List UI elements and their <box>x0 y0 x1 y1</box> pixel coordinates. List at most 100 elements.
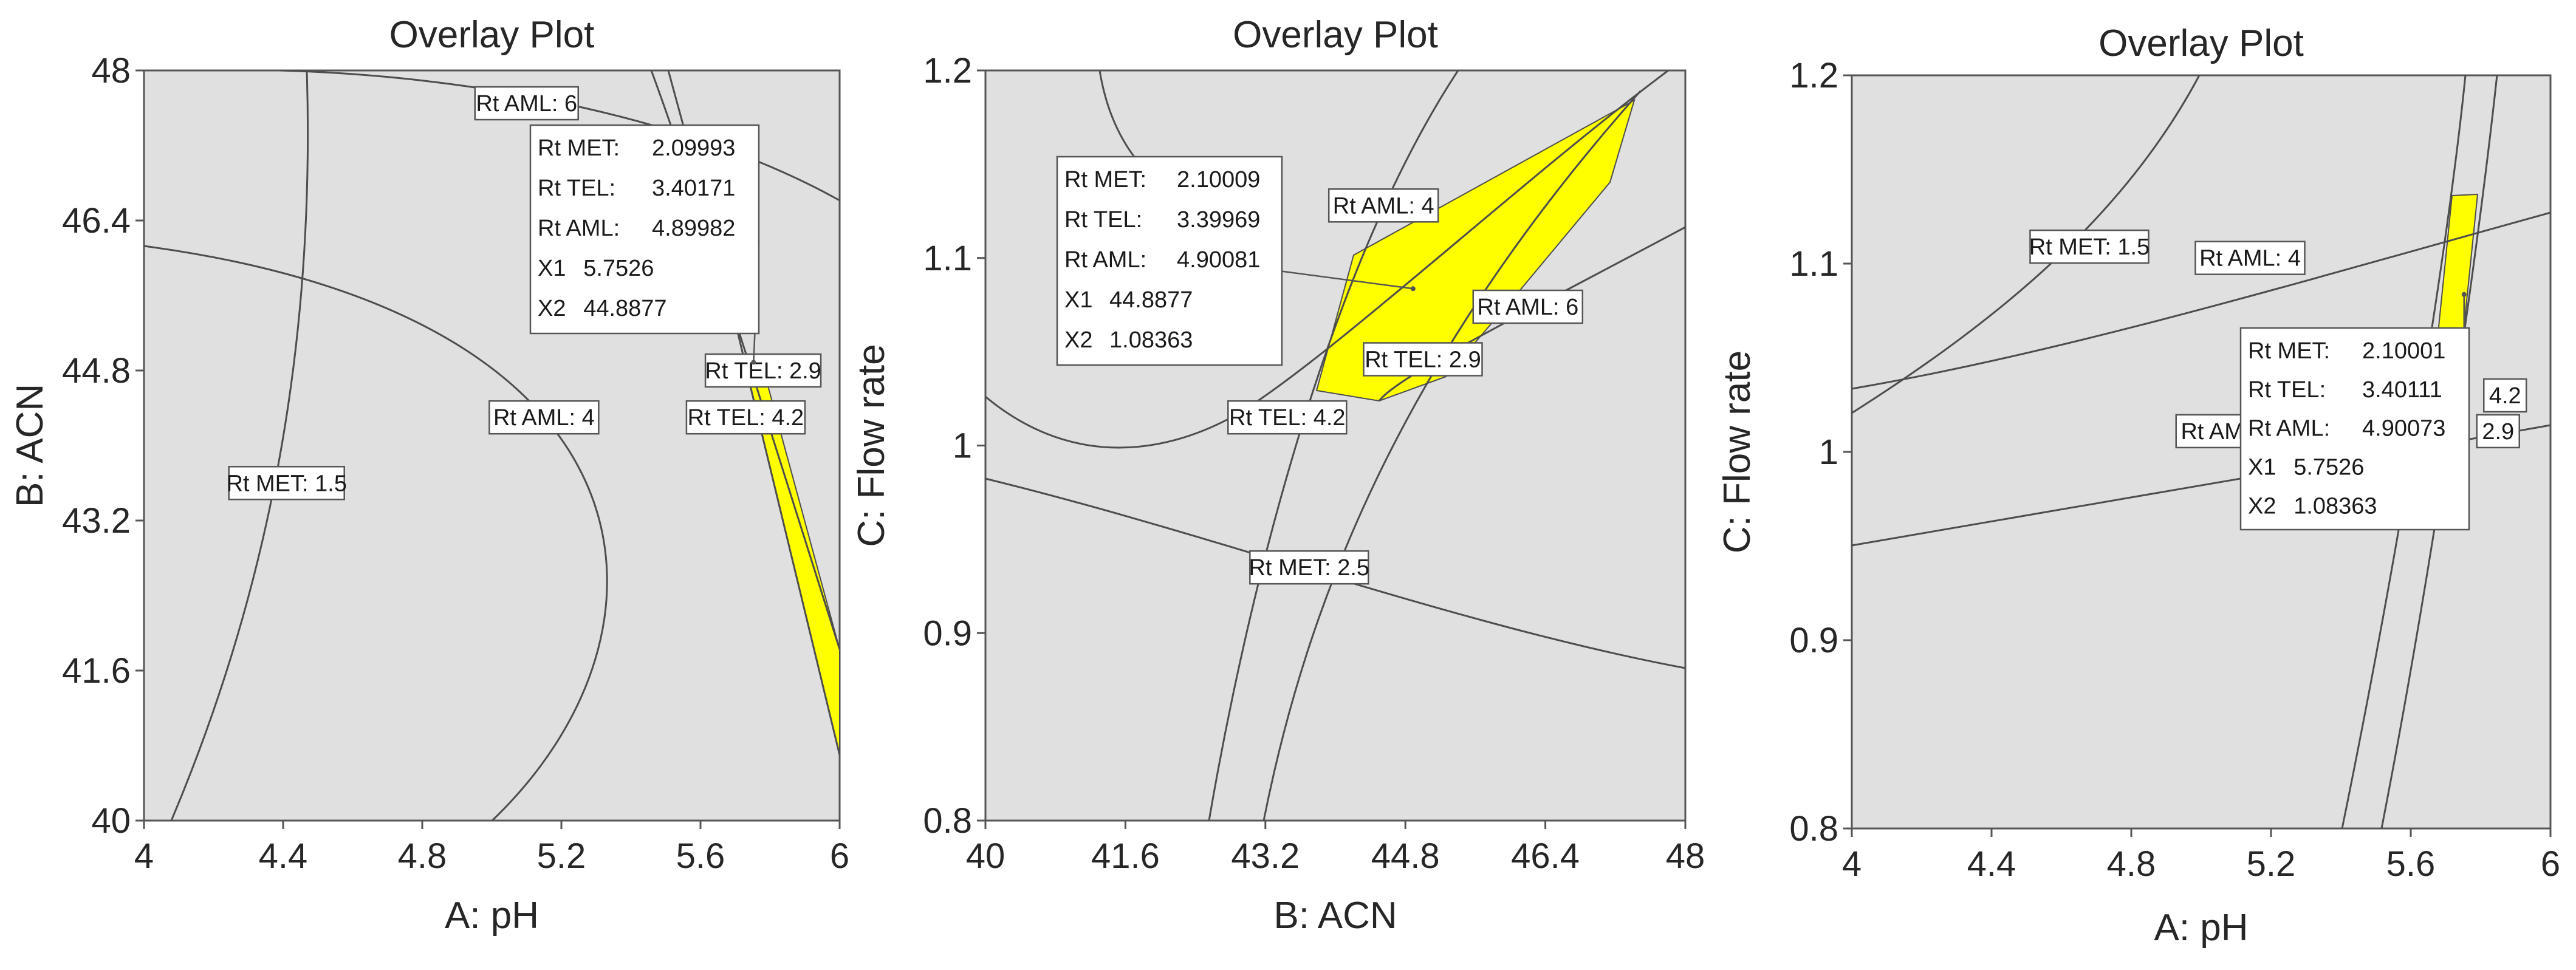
y-tick-label: 1.1 <box>1789 244 1838 284</box>
flag-field-name: X2 <box>1064 327 1092 353</box>
flag-box <box>1056 155 1283 366</box>
y-tick-label: 40 <box>91 801 131 841</box>
contour-label-box <box>474 86 579 121</box>
contour-line-rt-tel-2.9 <box>1262 91 1642 821</box>
contour-line-rt-aml-6 <box>1378 226 1686 401</box>
flag-field-value: 4.90081 <box>1177 247 1260 273</box>
contour-label-box <box>2483 378 2527 413</box>
contour-label: Rt AML: 4 <box>1327 188 1439 223</box>
contour-label-text: Rt AML: 4 <box>2199 246 2301 272</box>
flag-field-value: 4.90073 <box>2362 416 2445 442</box>
contour-label-box <box>1227 400 1348 435</box>
contour-label: Rt TEL: 2.9 <box>1363 342 1483 377</box>
flag-field-name: Rt AML: <box>538 216 620 241</box>
flag-field-value: 2.09993 <box>652 135 735 161</box>
contour-label: Rt MET: 1.5 <box>2029 229 2150 264</box>
contour-label-box <box>1363 342 1483 377</box>
chart-title: Overlay Plot <box>389 14 595 56</box>
contour-label-box <box>1249 550 1369 585</box>
flag-field-name: X2 <box>538 296 566 321</box>
flag-field-value: 5.7526 <box>2293 455 2364 480</box>
flag-field-value: 1.08363 <box>2293 493 2377 519</box>
flag-pointer <box>1281 270 1413 290</box>
flag-field-name: Rt TEL: <box>2248 377 2326 403</box>
x-tick-label: 5.6 <box>676 836 725 876</box>
point-flag: Rt MET: 2.10009 Rt TEL: 3.39969 Rt AML: 4.900… <box>1056 155 1416 366</box>
contour-label-text: Rt AML: 6 <box>1477 295 1578 320</box>
flag-box <box>529 124 760 335</box>
y-axis-label: C: Flow rate <box>851 344 892 547</box>
contour-label: Rt MET: 2.5 <box>1249 550 1370 585</box>
y-tick-label: 44.8 <box>62 351 131 391</box>
flag-field-name: Rt TEL: <box>1064 207 1142 233</box>
overlay-plot-1: Rt AML: 6 Rt TEL: 2.9 Rt TEL: 4.2 Rt AML: 4… <box>9 14 849 937</box>
x-tick-label: 4 <box>134 836 154 876</box>
y-tick-label: 41.6 <box>62 651 131 691</box>
chart-title: Overlay Plot <box>2098 22 2304 64</box>
contour-label-box <box>2476 414 2520 449</box>
x-tick-label: 6 <box>830 836 849 876</box>
flag-field-name: Rt MET: <box>2248 338 2330 364</box>
contour-line-rt-aml-4 <box>143 245 608 822</box>
flag-field-name: X1 <box>1064 287 1092 313</box>
flag-field-value: 4.89982 <box>652 216 735 241</box>
flag-field-name: X2 <box>2248 493 2276 519</box>
flag-field-value: 2.10009 <box>1177 167 1260 193</box>
x-tick-label: 40 <box>966 836 1005 876</box>
flag-field-value: 3.40111 <box>2362 377 2442 403</box>
contour-label-text: Rt TEL: 2.9 <box>1365 347 1481 372</box>
contour-label: Rt AML: 6 <box>474 86 579 121</box>
x-tick-label: 5.2 <box>2247 844 2296 884</box>
contour-label-box <box>685 400 806 435</box>
x-tick-label: 4.4 <box>1967 844 2016 884</box>
x-tick-label: 4.4 <box>259 836 308 876</box>
flag-point <box>2461 292 2467 297</box>
contour-label-box <box>2029 229 2150 264</box>
flag-field-name: Rt MET: <box>1064 167 1146 193</box>
contour-label-text: 4.2 <box>2489 383 2521 409</box>
contour-line-rt-aml-4 <box>1851 211 2551 390</box>
contour-label: Rt TEL: 4.2 <box>1227 400 1348 435</box>
y-tick-label: 0.9 <box>923 613 972 653</box>
contour-label-box <box>704 353 822 388</box>
feasible-region-polygon <box>1315 98 1636 402</box>
flag-point <box>1410 286 1416 292</box>
contour-label: Rt AML: 4 <box>488 400 600 435</box>
chart-title: Overlay Plot <box>1233 14 1438 56</box>
contour-label-box <box>1472 289 1584 324</box>
flag-field-name: Rt MET: <box>538 135 620 161</box>
x-tick-label: 46.4 <box>1511 836 1580 876</box>
contour-label: Rt TEL: 4.2 <box>685 400 806 435</box>
flag-field-value: 2.10001 <box>2362 338 2445 364</box>
contour-labels: Rt AML: 4 Rt AML: 6 Rt TEL: 2.9 Rt TEL: 4.2… <box>1227 188 1584 585</box>
flag-field-name: Rt TEL: <box>538 176 615 201</box>
y-tick-label: 0.8 <box>1789 809 1838 849</box>
y-tick-label: 1.2 <box>923 51 972 91</box>
y-tick-label: 1.1 <box>923 239 972 278</box>
contour-line-rt-tel-4.2 <box>1208 70 1459 821</box>
contour-label: Rt MET: 1.5 <box>226 466 347 500</box>
x-tick-label: 5.6 <box>2386 844 2436 884</box>
contour-label-text: Rt MET: 2.5 <box>1249 555 1370 581</box>
flag-field-name: X1 <box>538 256 566 281</box>
flag-field-name: X1 <box>2248 455 2276 480</box>
axes: Overlay Plot 4 4.4 4.8 5.2 5.6 6 0.8 0.9 1 1.1 1.2 A… <box>1716 22 2560 949</box>
contour-label-text: Rt TEL: 4.2 <box>688 405 804 431</box>
y-tick-label: 0.9 <box>1789 621 1838 660</box>
axes: Overlay Plot 40 41.6 43.2 44.8 46.4 48 0.8 0.9 1 1… <box>851 14 1705 937</box>
flag-field-value: 1.08363 <box>1109 327 1193 353</box>
point-flag: Rt MET: 2.10001 Rt TEL: 3.40111 Rt AML: 4.900… <box>2239 292 2470 531</box>
y-tick-label: 1 <box>1819 432 1838 472</box>
y-tick-label: 0.8 <box>923 801 972 841</box>
contour-label-text: Rt AML: 4 <box>1333 193 1434 219</box>
y-axis-label: B: ACN <box>9 384 51 507</box>
y-tick-label: 43.2 <box>62 501 131 541</box>
x-tick-label: 43.2 <box>1231 836 1300 876</box>
feasible-region <box>1315 98 1636 402</box>
x-tick-label: 44.8 <box>1371 836 1440 876</box>
contour-label-text: Rt TEL: 2.9 <box>705 358 821 384</box>
y-tick-label: 1.2 <box>1789 56 1838 95</box>
flag-box <box>2239 327 2470 531</box>
x-tick-label: 4.8 <box>2107 844 2156 884</box>
contour-label-text: Rt MET: 1.5 <box>226 471 347 496</box>
